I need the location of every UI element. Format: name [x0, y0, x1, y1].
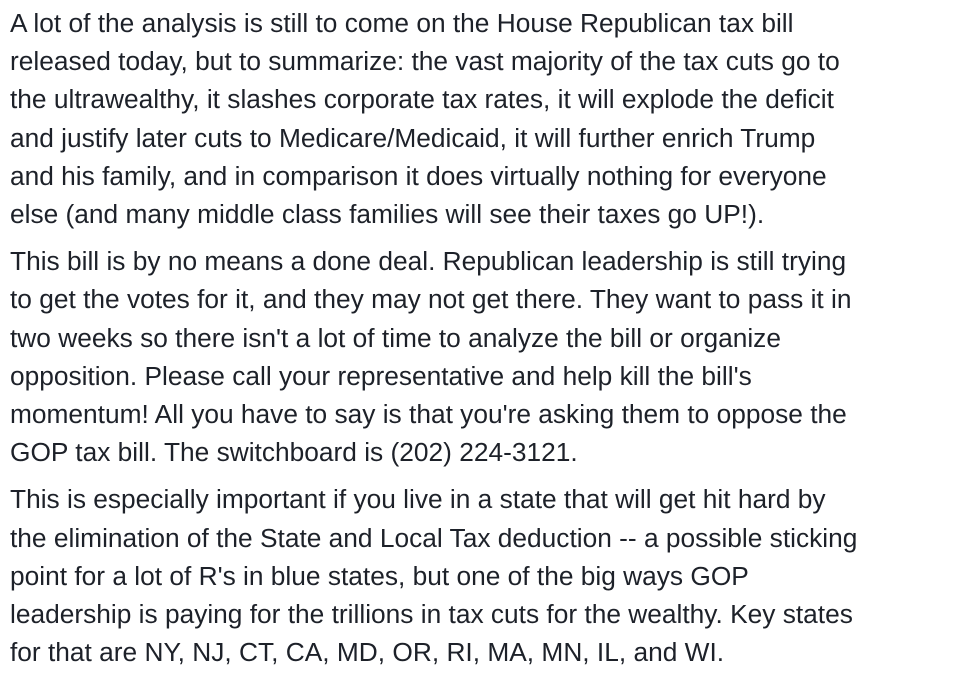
text-line: the elimination of the State and Local T… [10, 522, 858, 553]
text-line: else (and many middle class families wil… [10, 199, 765, 230]
text-line: and justify later cuts to Medicare/Medic… [10, 122, 816, 153]
text-line: This bill is by no means a done deal. Re… [10, 246, 847, 277]
text-line: the ultrawealthy, it slashes corporate t… [10, 84, 834, 115]
text-line: and his family, and in comparison it doe… [10, 160, 827, 191]
paragraph-1: A lot of the analysis is still to come o… [10, 4, 966, 233]
text-line: momentum! All you have to say is that yo… [10, 399, 847, 430]
text-line: point for a lot of R's in blue states, b… [10, 560, 749, 591]
text-line: for that are NY, NJ, CT, CA, MD, OR, RI,… [10, 637, 725, 668]
text-line: GOP tax bill. The switchboard is (202) 2… [10, 437, 578, 468]
paragraph-3: This is especially important if you live… [10, 480, 966, 671]
text-line: two weeks so there isn't a lot of time t… [10, 322, 781, 353]
text-line: leadership is paying for the trillions i… [10, 599, 853, 630]
text-line: released today, but to summarize: the va… [10, 46, 840, 77]
text-line: to get the votes for it, and they may no… [10, 284, 852, 315]
paragraph-2: This bill is by no means a done deal. Re… [10, 242, 966, 471]
text-line: opposition. Please call your representat… [10, 360, 752, 391]
text-line: A lot of the analysis is still to come o… [10, 8, 794, 38]
text-line: This is especially important if you live… [10, 484, 826, 515]
